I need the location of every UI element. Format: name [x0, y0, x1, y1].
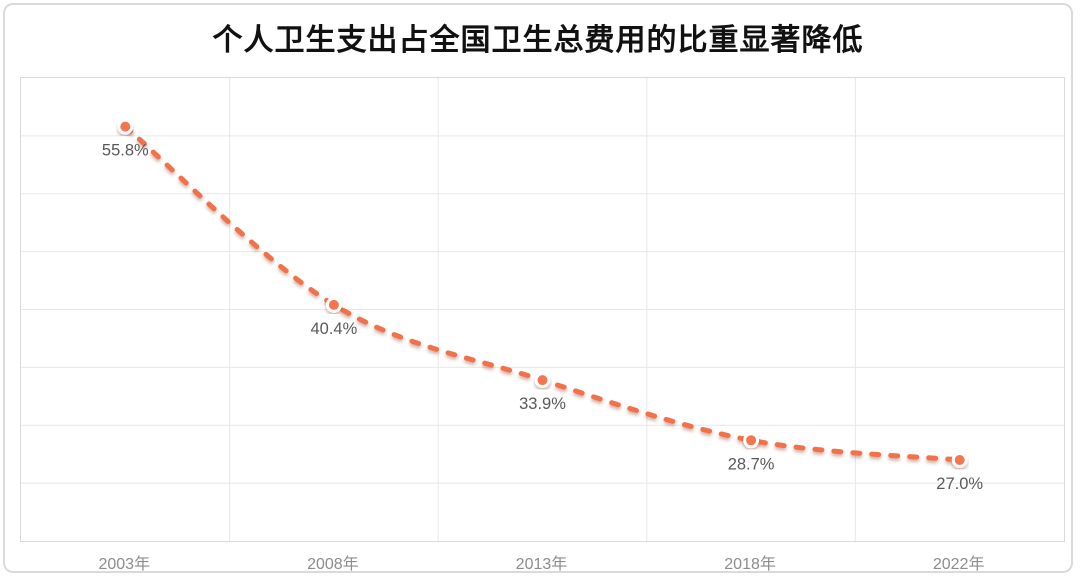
x-axis-label: 2013年: [515, 556, 568, 573]
x-axis-label: 2008年: [307, 556, 359, 573]
data-label: 28.7%: [728, 455, 775, 473]
data-label: 27.0%: [936, 475, 983, 493]
chart-title: 个人卫生支出占全国卫生总费用的比重显著降低: [212, 24, 864, 57]
data-point-marker: [951, 451, 968, 468]
data-label: 40.4%: [311, 320, 358, 338]
x-axis-label: 2003年: [98, 556, 151, 573]
data-label: 33.9%: [519, 395, 566, 413]
chart-card: 个人卫生支出占全国卫生总费用的比重显著降低 55.8% 40.4% 33.9% 28.…: [3, 3, 1073, 573]
x-axis-label: 2022年: [932, 556, 985, 573]
data-point-marker: [325, 296, 342, 313]
data-point-marker: [117, 118, 134, 135]
data-label: 55.8%: [102, 142, 149, 160]
x-axis-label: 2018年: [724, 556, 776, 573]
x-axis: 2003年 2008年 2013年 2018年 2022年: [20, 550, 1063, 574]
data-point-marker: [743, 432, 760, 449]
data-point-marker: [534, 372, 551, 389]
line-chart-canvas: 55.8% 40.4% 33.9% 28.7% 27.0%: [21, 78, 1064, 541]
plot-area: 55.8% 40.4% 33.9% 28.7% 27.0%: [20, 77, 1065, 542]
